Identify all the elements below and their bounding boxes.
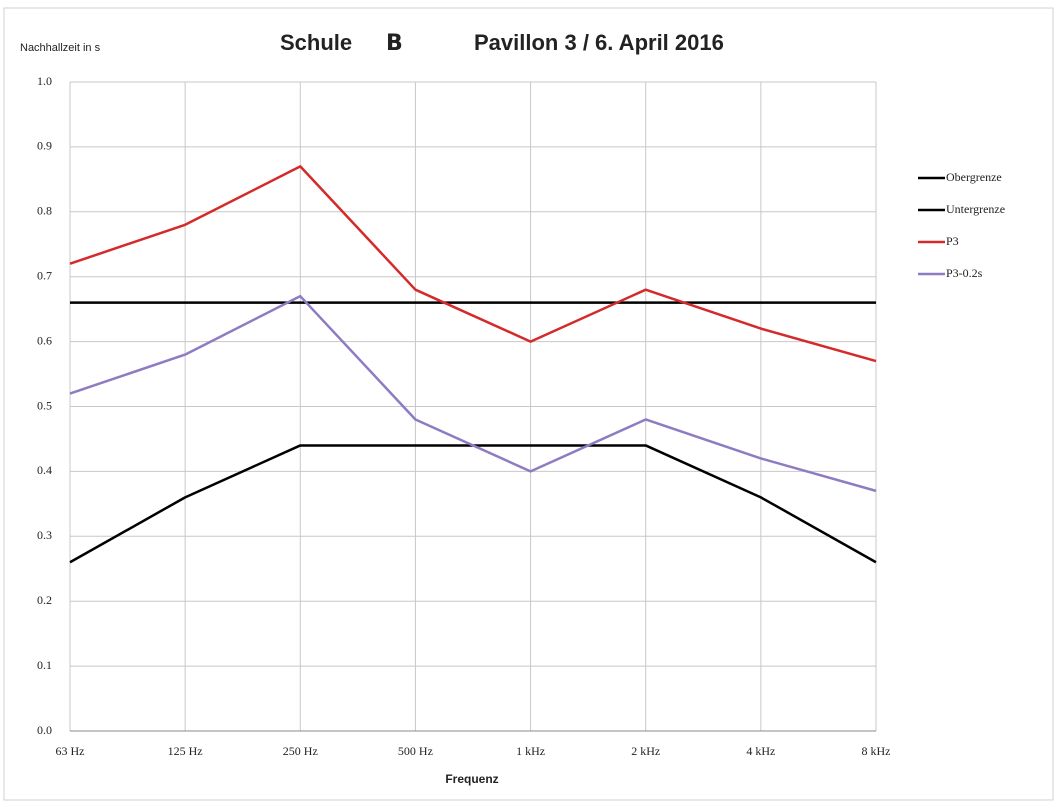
y-tick-label: 0.9 — [37, 139, 52, 153]
x-tick-label: 63 Hz — [56, 744, 85, 758]
x-tick-label: 500 Hz — [398, 744, 433, 758]
y-tick-label: 0.0 — [37, 723, 52, 737]
y-tick-label: 0.7 — [37, 268, 52, 282]
x-tick-label: 2 kHz — [631, 744, 660, 758]
x-tick-label: 4 kHz — [746, 744, 775, 758]
y-tick-label: 0.3 — [37, 528, 52, 542]
x-axis-label: Frequenz — [445, 772, 498, 786]
y-tick-label: 0.4 — [37, 463, 52, 477]
y-tick-label: 0.1 — [37, 658, 52, 672]
y-tick-label: 0.2 — [37, 593, 52, 607]
legend-label: P3-0.2s — [946, 266, 983, 280]
y-tick-label: 0.6 — [37, 333, 52, 347]
legend-label: Untergrenze — [946, 202, 1005, 216]
legend-label: Obergrenze — [946, 170, 1002, 184]
legend-label: P3 — [946, 234, 959, 248]
y-tick-label: 0.5 — [37, 398, 52, 412]
series-line — [69, 294, 877, 493]
y-axis-label: Nachhallzeit in s — [20, 42, 101, 54]
title-part: Pavillon 3 / 6. April 2016 — [474, 30, 724, 55]
x-tick-label: 250 Hz — [283, 744, 318, 758]
x-tick-label: 8 kHz — [862, 744, 891, 758]
series-line — [69, 165, 877, 363]
title-part: B — [386, 31, 403, 56]
x-tick-label: 125 Hz — [168, 744, 203, 758]
chart-frame — [3, 7, 1054, 801]
x-tick-label: 1 kHz — [516, 744, 545, 758]
y-tick-label: 0.8 — [37, 204, 52, 218]
title-part: Schule — [280, 30, 352, 55]
y-tick-label: 1.0 — [37, 74, 52, 88]
